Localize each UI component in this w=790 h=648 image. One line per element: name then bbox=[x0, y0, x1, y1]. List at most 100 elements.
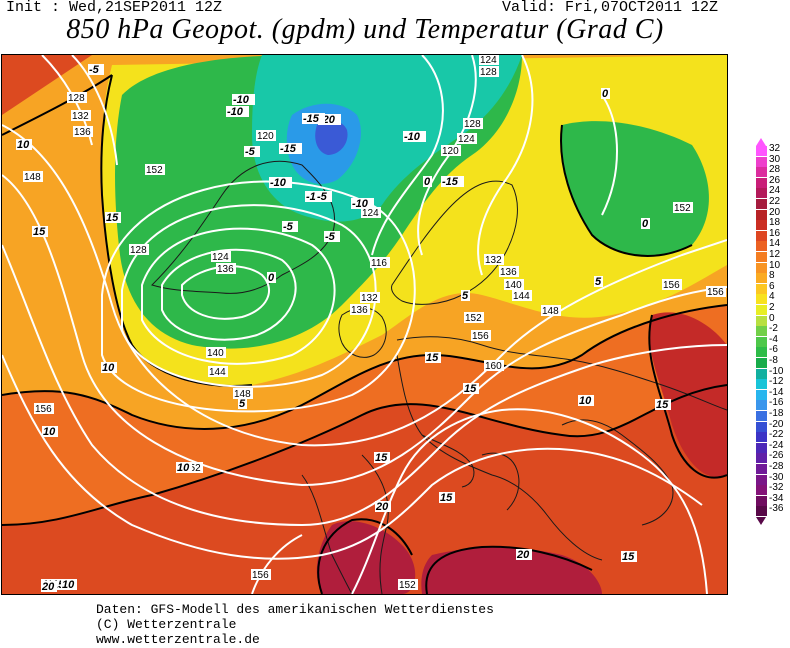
geopotential-label-bg bbox=[441, 145, 461, 156]
temperature-label-bg bbox=[226, 106, 249, 117]
scale-label: 14 bbox=[769, 238, 781, 250]
isotherms bbox=[2, 74, 727, 594]
scale-bottom-arrow bbox=[756, 517, 766, 525]
scale-swatch bbox=[756, 506, 767, 517]
scale-swatch bbox=[756, 400, 767, 411]
temperature-label: 15 bbox=[106, 212, 119, 224]
geopotential-label-bg bbox=[233, 388, 253, 399]
temperature-label-negative: -5 bbox=[89, 64, 100, 76]
geopotential-label-bg bbox=[360, 292, 380, 303]
geopotential-label-bg bbox=[512, 290, 532, 301]
temperature-label-bg bbox=[101, 362, 117, 373]
scale-swatch bbox=[756, 432, 767, 443]
temperature-label-bg bbox=[655, 399, 671, 410]
geopotential-label: 120 bbox=[442, 146, 459, 157]
geopotential-label-bg bbox=[206, 347, 226, 358]
temperature-label-bg bbox=[302, 113, 325, 124]
temperature-label-bg bbox=[441, 176, 464, 187]
geopotential-label: 136 bbox=[500, 267, 517, 278]
geopotential-label-bg bbox=[471, 330, 491, 341]
geopotential-label-bg bbox=[216, 263, 236, 274]
geopotential-label-bg bbox=[211, 251, 231, 262]
geopotential-label: 144 bbox=[513, 291, 530, 302]
geopotential-label: 152 bbox=[146, 165, 163, 176]
temperature-label: 0 bbox=[268, 272, 275, 284]
geopotential-label: 152 bbox=[465, 313, 482, 324]
scale-label: -28 bbox=[769, 461, 784, 472]
geopotential-label: 132 bbox=[72, 111, 89, 122]
temperature-label: 5 bbox=[239, 398, 246, 410]
temperature-label-bg bbox=[51, 579, 67, 590]
geopotential-label-bg bbox=[370, 257, 390, 268]
temperature-label: 15 bbox=[656, 399, 669, 411]
geopotential-label: 152 bbox=[184, 463, 201, 474]
temperature-label-bg bbox=[61, 579, 77, 590]
geopotential-label: 124 bbox=[362, 208, 379, 219]
geopotential-label: 156 bbox=[252, 570, 269, 581]
geopotential-label: 140 bbox=[207, 348, 224, 359]
valid-time-label: Valid: Fri,07OCT2011 12Z bbox=[501, 0, 718, 16]
temperature-label: 10 bbox=[62, 579, 75, 591]
temperature-label: 20 bbox=[41, 581, 55, 593]
temperature-label-negative: -15 bbox=[442, 176, 459, 188]
temperature-label-negative: -10 bbox=[404, 131, 421, 143]
geopotential-label: 132 bbox=[485, 255, 502, 266]
scale-swatch bbox=[756, 326, 767, 337]
temperature-label-bg bbox=[238, 398, 247, 409]
scale-label: 26 bbox=[769, 174, 781, 186]
geopotential-label-bg bbox=[662, 279, 682, 290]
temperature-label-bg bbox=[244, 146, 260, 157]
scale-label: 20 bbox=[769, 206, 781, 218]
geopotential-label: 160 bbox=[485, 361, 502, 372]
scale-swatch bbox=[756, 188, 767, 199]
footer-credits: Daten: GFS-Modell des amerikanischen Wet… bbox=[96, 602, 494, 647]
temperature-label: 15 bbox=[464, 383, 477, 395]
scale-swatch bbox=[756, 379, 767, 390]
coastlines bbox=[151, 160, 727, 594]
temp-fill-minus20 bbox=[315, 120, 348, 155]
weather-map[interactable]: 128 132 136 148 124 128 124 136 120 124 128 120 124 1… bbox=[1, 54, 728, 595]
temperature-label-bg bbox=[88, 64, 104, 75]
temp-fill-20-south bbox=[421, 547, 602, 594]
geopotential-label: 124 bbox=[458, 134, 475, 145]
scale-label: -6 bbox=[769, 344, 778, 356]
temperature-label-bg bbox=[41, 581, 57, 592]
scale-swatch bbox=[756, 273, 767, 284]
scale-swatch bbox=[756, 305, 767, 315]
temperature-label-bg bbox=[641, 218, 650, 229]
scale-label: -30 bbox=[769, 471, 784, 483]
scale-swatch bbox=[756, 199, 767, 209]
scale-swatch bbox=[756, 474, 767, 485]
temperature-label: 15 bbox=[33, 226, 46, 238]
temperature-label: 10 bbox=[43, 426, 56, 438]
scale-label: -22 bbox=[769, 429, 784, 441]
scale-label: 12 bbox=[769, 249, 781, 260]
scale-label: -32 bbox=[769, 482, 784, 494]
scale-label: -16 bbox=[769, 397, 784, 409]
geopotential-label: 124 bbox=[480, 55, 497, 66]
chart-title: 850 hPa Geopot. (gpdm) und Temperatur (G… bbox=[66, 14, 664, 45]
temperature-label: 15 bbox=[426, 352, 439, 364]
scale-label: -8 bbox=[769, 355, 778, 366]
scale-label: 28 bbox=[769, 164, 781, 176]
geopotential-label: 128 bbox=[480, 67, 497, 78]
geopotential-label-bg bbox=[463, 118, 483, 129]
temperature-label-bg bbox=[601, 88, 610, 99]
geopotential-label-bg bbox=[673, 202, 693, 213]
geopotential-label-bg bbox=[541, 305, 561, 316]
temperature-label-negative: -5 bbox=[317, 191, 328, 203]
temperature-label-bg bbox=[594, 276, 603, 287]
temperature-label: 0 bbox=[424, 176, 431, 188]
scale-swatch bbox=[756, 464, 767, 474]
geopotential-label-bg bbox=[499, 266, 519, 277]
temperature-label-negative: -15 bbox=[280, 143, 297, 155]
scale-top-arrow bbox=[756, 138, 766, 146]
geopotential-label-bg bbox=[251, 569, 271, 580]
geopotential-label-bg bbox=[73, 126, 93, 137]
scale-swatch bbox=[756, 252, 767, 262]
temperature-label-bg bbox=[176, 462, 192, 473]
geopotential-label-bg bbox=[208, 366, 228, 377]
geopotential-label: 148 bbox=[24, 172, 41, 183]
geopotential-label-bg bbox=[256, 130, 276, 141]
temperature-label-bg bbox=[279, 143, 302, 154]
